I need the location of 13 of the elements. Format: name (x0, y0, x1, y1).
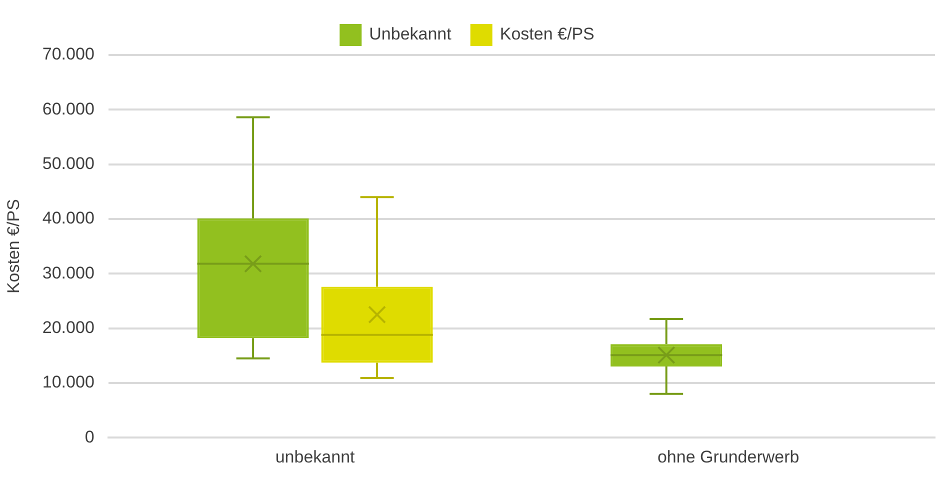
x-tick-label: ohne Grunderwerb (657, 447, 800, 466)
y-tick-label: 40.000 (42, 208, 94, 228)
y-tick-label: 0 (84, 427, 94, 446)
x-tick-label: unbekannt (275, 447, 356, 466)
legend-label: Unbekannt (369, 24, 452, 44)
y-tick-label: 70.000 (42, 44, 94, 64)
y-tick-label: 30.000 (42, 263, 94, 282)
y-tick-label: 50.000 (42, 154, 94, 173)
legend-label: Kosten €/PS (500, 24, 594, 44)
y-axis-title: Kosten €/PS (4, 199, 23, 294)
y-tick-label: 60.000 (42, 99, 94, 118)
y-tick-label: 20.000 (42, 318, 94, 337)
y-tick-label: 10.000 (42, 372, 94, 392)
